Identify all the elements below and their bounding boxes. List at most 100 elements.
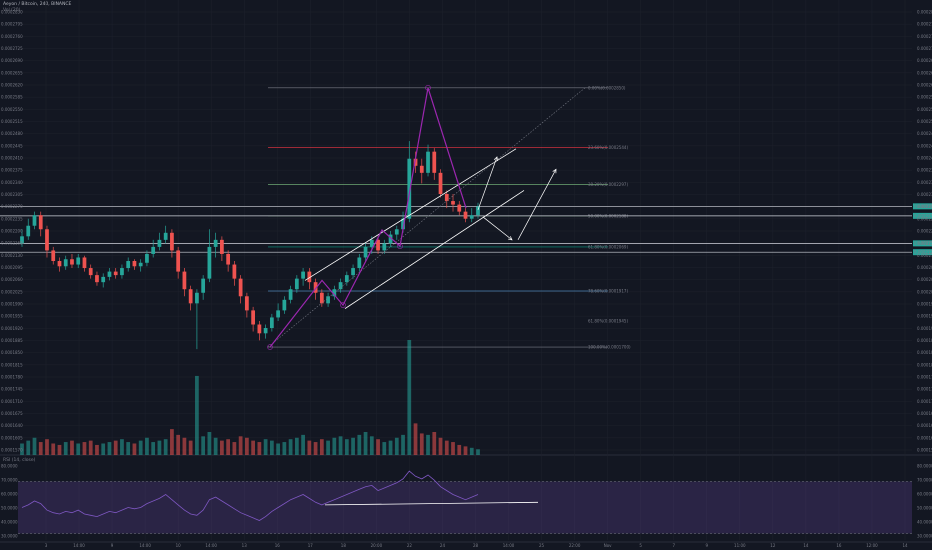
candle-body — [301, 271, 305, 279]
price-label-text: 0.0002260 — [914, 204, 932, 209]
fib-level-label: 78.60%(0.0001917) — [588, 288, 628, 293]
price-tick-right: 0.0001955 — [917, 314, 932, 319]
candle-body — [170, 232, 174, 251]
time-tick: 28 — [473, 543, 479, 548]
candle-body — [294, 278, 299, 290]
price-tick-left: 0.0001745 — [1, 387, 23, 392]
candle-body — [226, 253, 231, 265]
candle-body — [51, 250, 56, 262]
candle-body — [188, 289, 193, 304]
price-tick-right: 0.0001640 — [917, 423, 932, 428]
price-tick-right: 0.0002025 — [917, 289, 932, 294]
volume-bar — [276, 443, 280, 455]
fib-level-label: 61.80%(0.0002069) — [588, 244, 628, 249]
price-tick-right: 0.0002655 — [917, 70, 932, 75]
candle-body — [95, 275, 99, 283]
price-tick-right: 0.0001710 — [917, 399, 932, 404]
price-tick-right: 0.0001570 — [917, 448, 932, 453]
volume-bar — [326, 440, 330, 455]
price-tick-right: 0.0001675 — [917, 411, 932, 416]
price-tick-right: 0.0002165 — [917, 241, 932, 246]
volume-bar — [269, 440, 274, 455]
time-tick: 9 — [705, 543, 708, 548]
candle-body — [45, 229, 49, 251]
volume-bar — [294, 437, 299, 455]
candle-body — [426, 151, 430, 173]
price-tick-left: 0.0001955 — [1, 314, 23, 319]
volume-bar — [313, 442, 318, 455]
candle-body — [332, 289, 337, 297]
price-tick-right: 0.0002830 — [917, 10, 932, 15]
candle-body — [213, 239, 218, 247]
time-tick: 18 — [341, 543, 347, 548]
rsi-band — [18, 481, 912, 534]
rsi-tick-left: 40.0000 — [1, 520, 18, 525]
candle-body — [238, 278, 243, 297]
volume-bar — [132, 443, 137, 455]
rsi-tick-left: 60.0000 — [1, 492, 18, 497]
rsi-trendline — [324, 501, 539, 506]
price-tick-right: 0.0001990 — [917, 302, 932, 307]
candle-body — [82, 257, 87, 269]
rsi-line — [21, 470, 479, 521]
time-tick: 12:00 — [866, 543, 878, 548]
volume-bar — [120, 439, 124, 455]
volume-bar — [220, 440, 224, 455]
elliott-wave — [269, 87, 467, 348]
volume-bar — [363, 432, 368, 455]
volume-bar — [469, 447, 474, 455]
price-tick-left: 0.0002480 — [1, 131, 23, 136]
price-tick-left: 0.0002095 — [1, 265, 23, 270]
time-tick: 14:00 — [139, 543, 151, 548]
time-tick: 16 — [836, 543, 842, 548]
candle-body — [463, 211, 468, 219]
price-tick-right: 0.0002060 — [917, 277, 932, 282]
time-tick: 20:00 — [371, 543, 383, 548]
price-tick-left: 0.0002305 — [1, 192, 23, 197]
price-tick-left: 0.0001640 — [1, 423, 23, 428]
price-tick-right: 0.0002200 — [917, 229, 932, 234]
volume-bar — [463, 446, 468, 455]
candle-body — [26, 225, 31, 237]
candle-body — [307, 271, 312, 283]
fib-level-label: 23.60%(0.0002544) — [588, 145, 628, 150]
candle-body — [20, 236, 24, 244]
price-tick-left: 0.0002760 — [1, 34, 23, 39]
candle-body — [419, 165, 424, 173]
volume-bar — [151, 442, 156, 455]
price-label-box — [913, 249, 932, 256]
wave-marker — [340, 302, 346, 308]
price-tick-right: 0.0001745 — [917, 387, 932, 392]
price-tick-left: 0.0001850 — [1, 350, 23, 355]
volume-bar — [282, 442, 287, 455]
candle-body — [76, 257, 81, 265]
volume-bar — [20, 443, 24, 455]
candle-body — [363, 246, 368, 258]
price-tick-right: 0.0002445 — [917, 143, 932, 148]
candle-body — [369, 239, 374, 247]
candle-body — [151, 246, 156, 254]
price-tick-left: 0.0002165 — [1, 241, 23, 246]
volume-bar — [101, 443, 106, 455]
candle-body — [32, 215, 37, 226]
rsi-tick-left: 30.0000 — [1, 534, 18, 539]
fib-level-label: 0.00%(0.0002850) — [588, 85, 626, 90]
candle-body — [251, 310, 255, 325]
projection-arrow-up-2-head — [552, 168, 557, 174]
price-tick-right: 0.0002375 — [917, 168, 932, 173]
axes: 0.0002830 0.0002830 0.0002795 0.0002795 0.00… — [1, 10, 932, 549]
candle-body — [176, 250, 181, 272]
candle-body — [438, 172, 443, 194]
volume-bar — [407, 340, 412, 455]
volume-bar — [182, 437, 187, 455]
candle-body — [326, 296, 330, 304]
candle-body — [319, 292, 324, 304]
volume-bar — [113, 440, 118, 455]
price-tick-right: 0.0002795 — [917, 22, 932, 27]
time-tick: 14:00 — [73, 543, 85, 548]
fib-extra-label: 61.80%(0.0001945) — [588, 318, 628, 323]
price-tick-right: 0.0002480 — [917, 131, 932, 136]
volume-bar — [245, 437, 249, 455]
fib-level-label: 100.00%(0.0001700) — [588, 345, 631, 350]
